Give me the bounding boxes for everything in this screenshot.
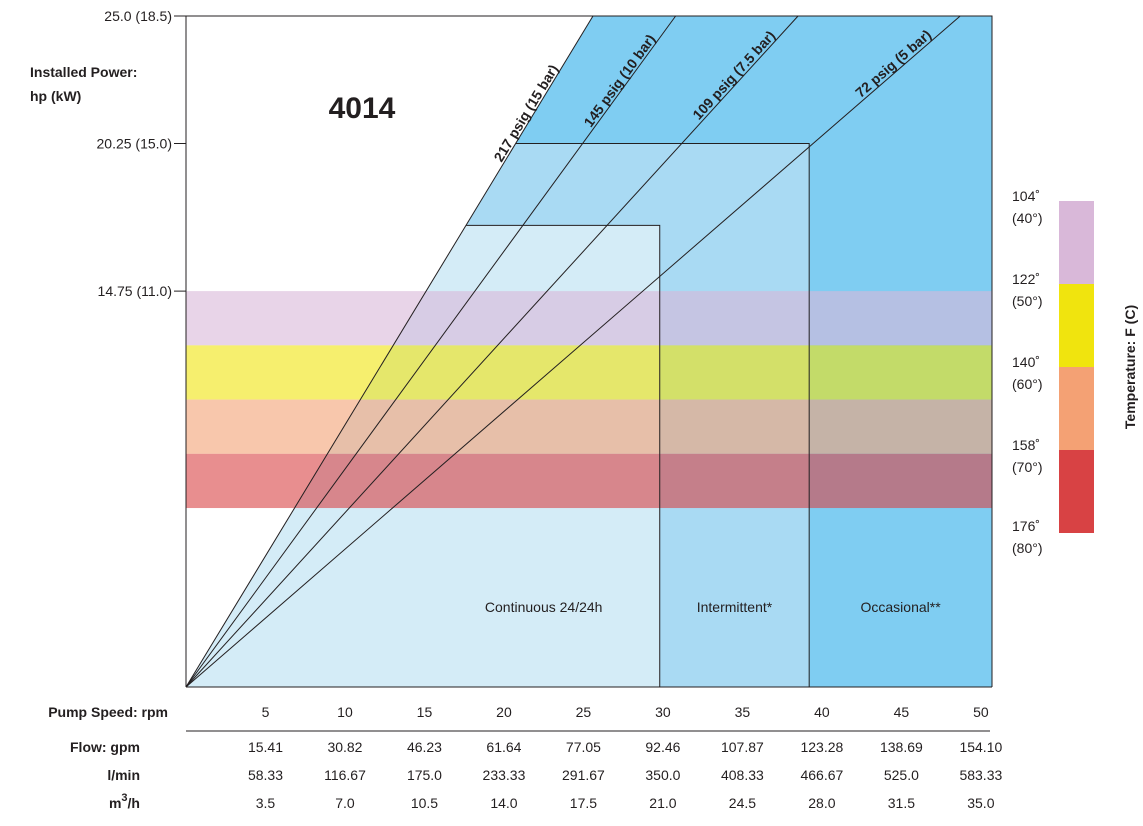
x-tick-label-2: 10 <box>337 704 353 720</box>
temperature-f-label-end: 176˚ <box>1012 518 1040 534</box>
x-tick-label-5: 25 <box>576 704 592 720</box>
duty-zone-border-2 <box>515 142 810 687</box>
temperature-c-label-3: (60°) <box>1012 376 1043 392</box>
flow-cell-2-10: 583.33 <box>959 767 1002 783</box>
flow-row-label-2: l/min <box>107 767 140 783</box>
flow-cell-1-9: 138.69 <box>880 739 923 755</box>
flow-cell-3-7: 24.5 <box>729 795 756 811</box>
flow-cell-2-4: 233.33 <box>483 767 526 783</box>
model-title: 4014 <box>329 92 396 125</box>
x-tick-label-9: 45 <box>894 704 910 720</box>
flow-cell-1-3: 46.23 <box>407 739 442 755</box>
flow-cell-3-6: 21.0 <box>649 795 676 811</box>
temperature-band-4 <box>186 453 992 509</box>
temperature-f-label-4: 158˚ <box>1012 437 1040 453</box>
flow-cell-3-9: 31.5 <box>888 795 915 811</box>
flow-cell-3-2: 7.0 <box>335 795 355 811</box>
x-tick-label-3: 15 <box>417 704 433 720</box>
temperature-c-label-4: (70°) <box>1012 459 1043 475</box>
flow-cell-1-1: 15.41 <box>248 739 283 755</box>
flow-cell-1-5: 77.05 <box>566 739 601 755</box>
temperature-axis-label: Temperature: F (C) <box>1122 305 1138 429</box>
temperature-legend: 104˚ (40°) 122˚ (50°) 140˚ (60°) 158˚ (70°) 176˚… <box>1012 188 1094 556</box>
duty-zone-label-2: Intermittent* <box>697 599 773 615</box>
y-tick-label-3: 14.75 (11.0) <box>98 283 172 299</box>
flow-cell-2-8: 466.67 <box>800 767 843 783</box>
flow-cell-3-8: 28.0 <box>808 795 835 811</box>
flow-cell-1-2: 30.82 <box>327 739 362 755</box>
temperature-c-label-1: (40°) <box>1012 210 1043 226</box>
pressure-line-1 <box>185 15 594 688</box>
y-axis-label-line2: hp (kW) <box>30 88 81 104</box>
flow-cell-2-5: 291.67 <box>562 767 605 783</box>
x-tick-label-4: 20 <box>496 704 512 720</box>
temperature-c-label-2: (50°) <box>1012 293 1043 309</box>
temperature-swatch-4 <box>1059 450 1094 533</box>
x-tick-label-8: 40 <box>814 704 830 720</box>
flow-cell-1-4: 61.64 <box>486 739 521 755</box>
duty-zone-border-1 <box>465 224 661 687</box>
duty-zone-label-1: Continuous 24/24h <box>485 599 603 615</box>
temperature-swatch-3 <box>1059 367 1094 450</box>
x-tick-label-7: 35 <box>735 704 751 720</box>
flow-cell-2-3: 175.0 <box>407 767 442 783</box>
flow-cell-2-6: 350.0 <box>645 767 680 783</box>
flow-cell-1-7: 107.87 <box>721 739 764 755</box>
temperature-f-label-3: 140˚ <box>1012 354 1040 370</box>
temperature-swatch-1 <box>1059 201 1094 284</box>
flow-table: 5 10 15 20 25 30 35 40 45 50 Flow: gpm 15.41 30.82 46… <box>70 704 1002 811</box>
flow-cell-3-1: 3.5 <box>256 795 276 811</box>
temperature-band-3 <box>186 399 992 454</box>
y-tick-label-2: 20.25 (15.0) <box>97 135 173 151</box>
temperature-f-label-2: 122˚ <box>1012 271 1040 287</box>
temperature-band-2 <box>186 345 992 400</box>
y-axis-label-line1: Installed Power: <box>30 64 137 80</box>
flow-cell-3-3: 10.5 <box>411 795 438 811</box>
flow-cell-2-2: 116.67 <box>324 767 366 783</box>
flow-cell-1-10: 154.10 <box>959 739 1002 755</box>
flow-cell-2-9: 525.0 <box>884 767 919 783</box>
flow-cell-2-1: 58.33 <box>248 767 283 783</box>
x-tick-label-6: 30 <box>655 704 671 720</box>
flow-cell-3-5: 17.5 <box>570 795 597 811</box>
x-tick-label-10: 50 <box>973 704 989 720</box>
pressure-line-2 <box>185 15 677 688</box>
pressure-line-4 <box>185 15 961 688</box>
flow-cell-3-10: 35.0 <box>967 795 994 811</box>
chart-labels: 4014 Installed Power: hp (kW) Pump Speed… <box>30 64 1138 720</box>
temperature-c-label-end: (80°) <box>1012 540 1043 556</box>
flow-cell-1-8: 123.28 <box>800 739 843 755</box>
flow-cell-3-4: 14.0 <box>490 795 517 811</box>
temperature-band-1 <box>186 291 992 346</box>
duty-zone-label-3: Occasional** <box>861 599 942 615</box>
temperature-f-label-1: 104˚ <box>1012 188 1040 204</box>
y-tick-label-1: 25.0 (18.5) <box>104 8 172 24</box>
flow-cell-1-6: 92.46 <box>645 739 680 755</box>
flow-cell-2-7: 408.33 <box>721 767 764 783</box>
x-axis-label: Pump Speed: rpm <box>48 704 168 720</box>
pressure-line-3 <box>185 15 799 688</box>
temperature-swatch-2 <box>1059 284 1094 367</box>
flow-row-label-1: Flow: gpm <box>70 739 140 755</box>
plot-area: 25.0 (18.5) 20.25 (15.0) 14.75 (11.0) Conti… <box>97 8 993 688</box>
flow-row-label-3: m3/h <box>109 792 140 811</box>
x-tick-label-1: 5 <box>262 704 270 720</box>
